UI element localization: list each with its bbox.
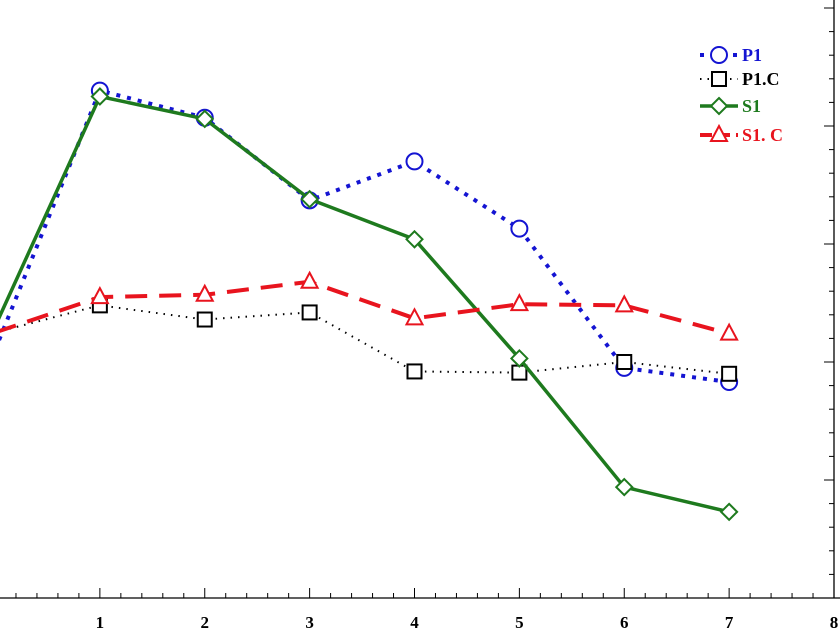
data-point-diamond	[614, 477, 634, 497]
data-point-diamond	[90, 87, 110, 106]
data-point-diamond	[509, 349, 529, 368]
series-group	[0, 81, 739, 522]
legend-label: P1.C	[742, 69, 780, 89]
x-tick-label: 4	[410, 613, 419, 632]
series-line	[0, 279, 730, 336]
data-point-triangle	[719, 322, 739, 341]
legend-marker-triangle	[709, 123, 729, 142]
x-tick-label: 2	[201, 613, 210, 632]
x-tick-label: 5	[515, 613, 524, 632]
x-tick-label: 1	[96, 613, 105, 632]
x-tick-label: 8	[830, 613, 839, 632]
legend-label: S1	[742, 96, 761, 116]
legend-label: S1. C	[742, 125, 783, 145]
x-tick-label: 3	[305, 613, 314, 632]
data-point-diamond	[719, 502, 739, 522]
data-point-square	[196, 311, 213, 328]
series-s1	[0, 87, 739, 522]
data-point-triangle	[509, 293, 530, 312]
data-point-circle	[510, 219, 529, 238]
series-line	[0, 88, 730, 385]
data-point-triangle	[90, 285, 110, 305]
data-point-diamond	[195, 109, 215, 129]
data-point-triangle	[195, 283, 215, 302]
series-p1	[0, 81, 739, 392]
data-point-square	[721, 365, 738, 382]
legend-label: P1	[742, 45, 762, 65]
series-line	[0, 94, 730, 514]
data-point-circle	[405, 152, 424, 171]
x-tick-label: 6	[620, 613, 629, 632]
data-point-diamond	[405, 229, 424, 249]
legend-marker-square	[711, 71, 727, 87]
data-point-diamond	[300, 189, 320, 209]
x-tick-label: 7	[725, 613, 734, 632]
data-point-square	[616, 354, 633, 370]
data-point-triangle	[404, 307, 425, 326]
series-s1-c	[0, 270, 739, 341]
legend: P1 P1.C S1 S1. C	[700, 45, 783, 145]
data-point-triangle	[614, 294, 634, 313]
legend-marker-circle	[710, 46, 728, 64]
data-point-triangle	[299, 270, 320, 289]
legend-marker-diamond	[709, 96, 729, 116]
data-point-square	[406, 363, 423, 380]
data-point-square	[301, 304, 318, 321]
